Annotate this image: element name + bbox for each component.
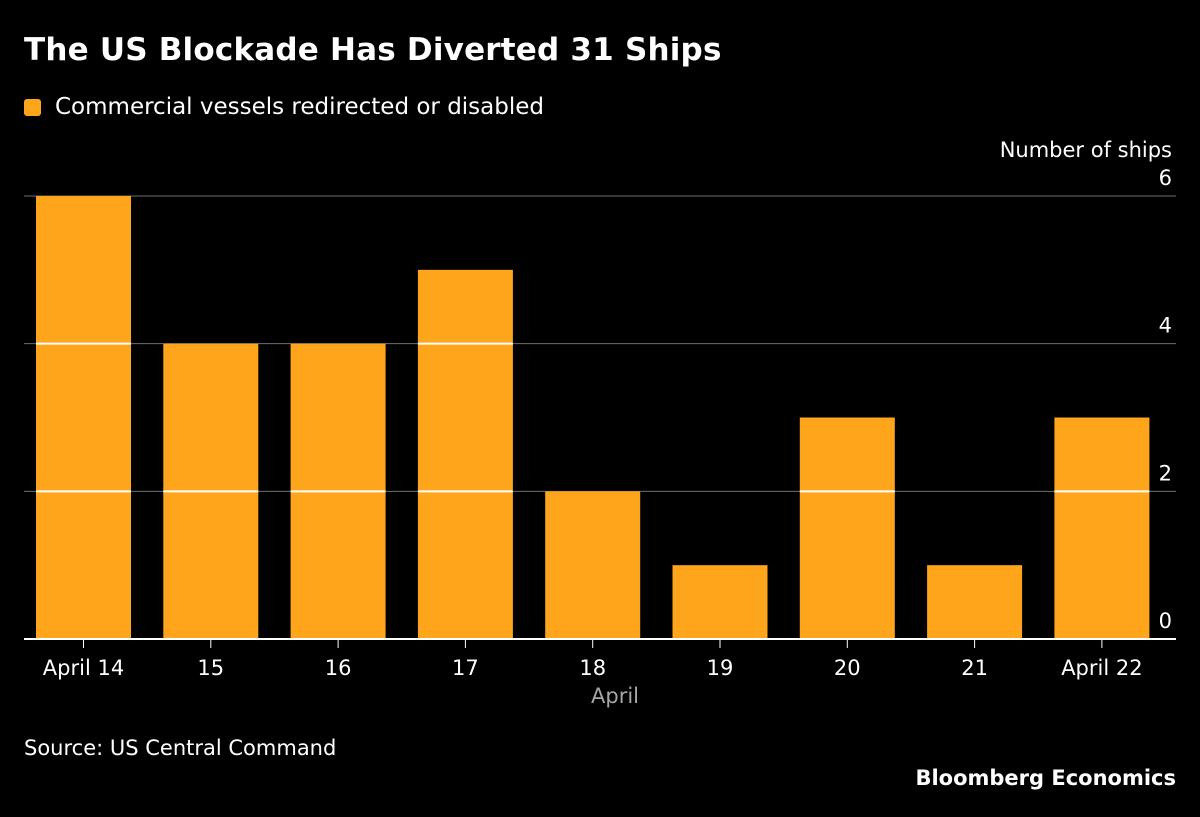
x-tick-label-2: 15 xyxy=(197,656,224,680)
source-note: Source: US Central Command xyxy=(24,736,337,760)
chart-title: The US Blockade Has Diverted 31 Ships xyxy=(24,32,722,68)
y-tick-label-2: 2 xyxy=(1159,461,1172,485)
bar-9 xyxy=(1054,417,1150,639)
x-tick-label-7: 20 xyxy=(834,656,861,680)
x-tick-label-6: 19 xyxy=(707,656,734,680)
bar-gridline-overlays xyxy=(36,342,1150,493)
bar-6 xyxy=(672,565,768,639)
legend-swatch xyxy=(24,98,41,116)
x-axis xyxy=(24,638,1176,648)
bars xyxy=(36,196,1150,639)
brand-logo: Bloomberg Economics xyxy=(915,766,1176,790)
y-tick-label-0: 0 xyxy=(1159,609,1172,633)
bar-8 xyxy=(927,565,1023,639)
axis-labels: Number of ships April 0 2 4 6 April 14 15 16 17… xyxy=(43,138,1172,708)
legend-label: Commercial vessels redirected or disable… xyxy=(55,94,544,120)
bar-1 xyxy=(36,196,131,639)
bar-4 xyxy=(417,269,513,639)
x-tick-label-9: April 22 xyxy=(1061,656,1142,680)
y-axis-title: Number of ships xyxy=(1000,138,1172,162)
y-tick-label-4: 4 xyxy=(1159,314,1172,338)
x-tick-label-1: April 14 xyxy=(43,656,124,680)
bar-7 xyxy=(799,417,895,639)
x-tick-label-8: 21 xyxy=(961,656,988,680)
x-tick-label-5: 18 xyxy=(579,656,606,680)
x-axis-title: April xyxy=(591,684,639,708)
y-tick-label-6: 6 xyxy=(1159,166,1172,190)
bar-5 xyxy=(545,491,641,639)
x-tick-label-4: 17 xyxy=(452,656,479,680)
x-tick-label-3: 16 xyxy=(325,656,352,680)
legend: Commercial vessels redirected or disable… xyxy=(24,92,544,122)
